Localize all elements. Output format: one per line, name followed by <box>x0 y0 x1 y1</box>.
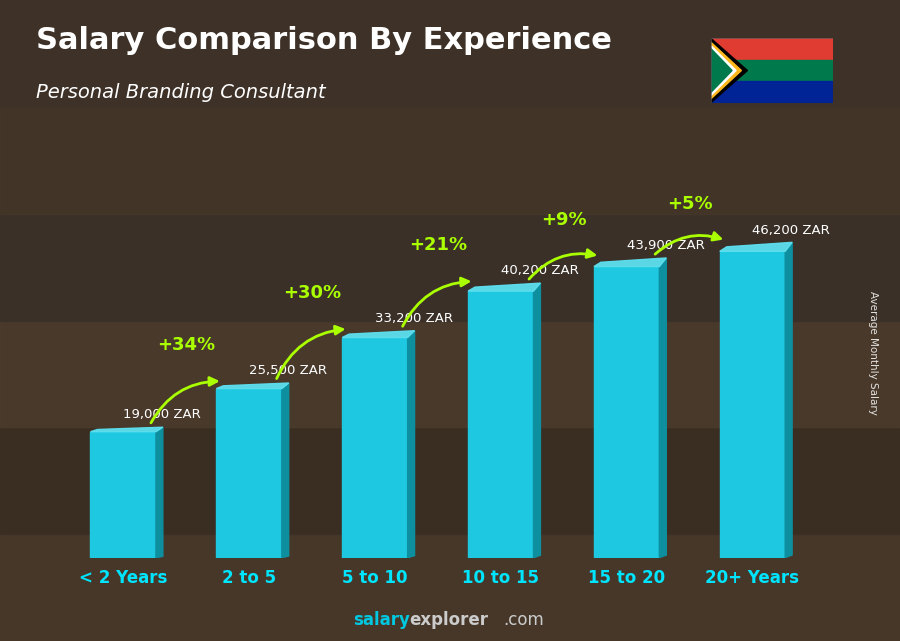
Text: +21%: +21% <box>409 237 467 254</box>
Text: +9%: +9% <box>541 211 587 229</box>
Polygon shape <box>408 331 415 558</box>
Bar <box>216 388 282 558</box>
Polygon shape <box>660 258 666 558</box>
Polygon shape <box>342 331 415 338</box>
Text: Average Monthly Salary: Average Monthly Salary <box>868 290 878 415</box>
Text: 46,200 ZAR: 46,200 ZAR <box>752 224 830 237</box>
Polygon shape <box>91 427 163 431</box>
Polygon shape <box>711 46 736 96</box>
Bar <box>711 81 832 103</box>
Polygon shape <box>711 42 742 99</box>
Polygon shape <box>534 283 540 558</box>
Bar <box>91 431 156 558</box>
Bar <box>0 428 900 534</box>
Text: 40,200 ZAR: 40,200 ZAR <box>500 264 579 278</box>
Bar <box>0 107 900 213</box>
Bar <box>0 320 900 428</box>
Bar <box>342 338 408 558</box>
Text: 19,000 ZAR: 19,000 ZAR <box>123 408 201 421</box>
Text: +5%: +5% <box>667 196 713 213</box>
Text: 25,500 ZAR: 25,500 ZAR <box>249 364 327 378</box>
Polygon shape <box>468 283 540 291</box>
Bar <box>711 38 832 60</box>
Polygon shape <box>216 383 289 388</box>
Text: explorer: explorer <box>410 611 489 629</box>
Polygon shape <box>156 427 163 558</box>
Bar <box>468 291 534 558</box>
Text: Salary Comparison By Experience: Salary Comparison By Experience <box>36 26 612 54</box>
Bar <box>0 213 900 320</box>
Text: +34%: +34% <box>158 336 215 354</box>
Bar <box>594 267 660 558</box>
Bar <box>711 60 832 81</box>
Text: 33,200 ZAR: 33,200 ZAR <box>375 312 453 325</box>
Polygon shape <box>711 38 747 103</box>
Text: 43,900 ZAR: 43,900 ZAR <box>626 239 705 252</box>
Bar <box>720 251 785 558</box>
Polygon shape <box>711 49 732 92</box>
Text: .com: .com <box>503 611 544 629</box>
Text: salary: salary <box>353 611 410 629</box>
Bar <box>0 534 900 641</box>
Bar <box>0 0 900 107</box>
Polygon shape <box>785 242 792 558</box>
Polygon shape <box>594 258 666 267</box>
Polygon shape <box>282 383 289 558</box>
Text: Personal Branding Consultant: Personal Branding Consultant <box>36 83 326 103</box>
Text: +30%: +30% <box>283 284 341 302</box>
Polygon shape <box>720 242 792 251</box>
